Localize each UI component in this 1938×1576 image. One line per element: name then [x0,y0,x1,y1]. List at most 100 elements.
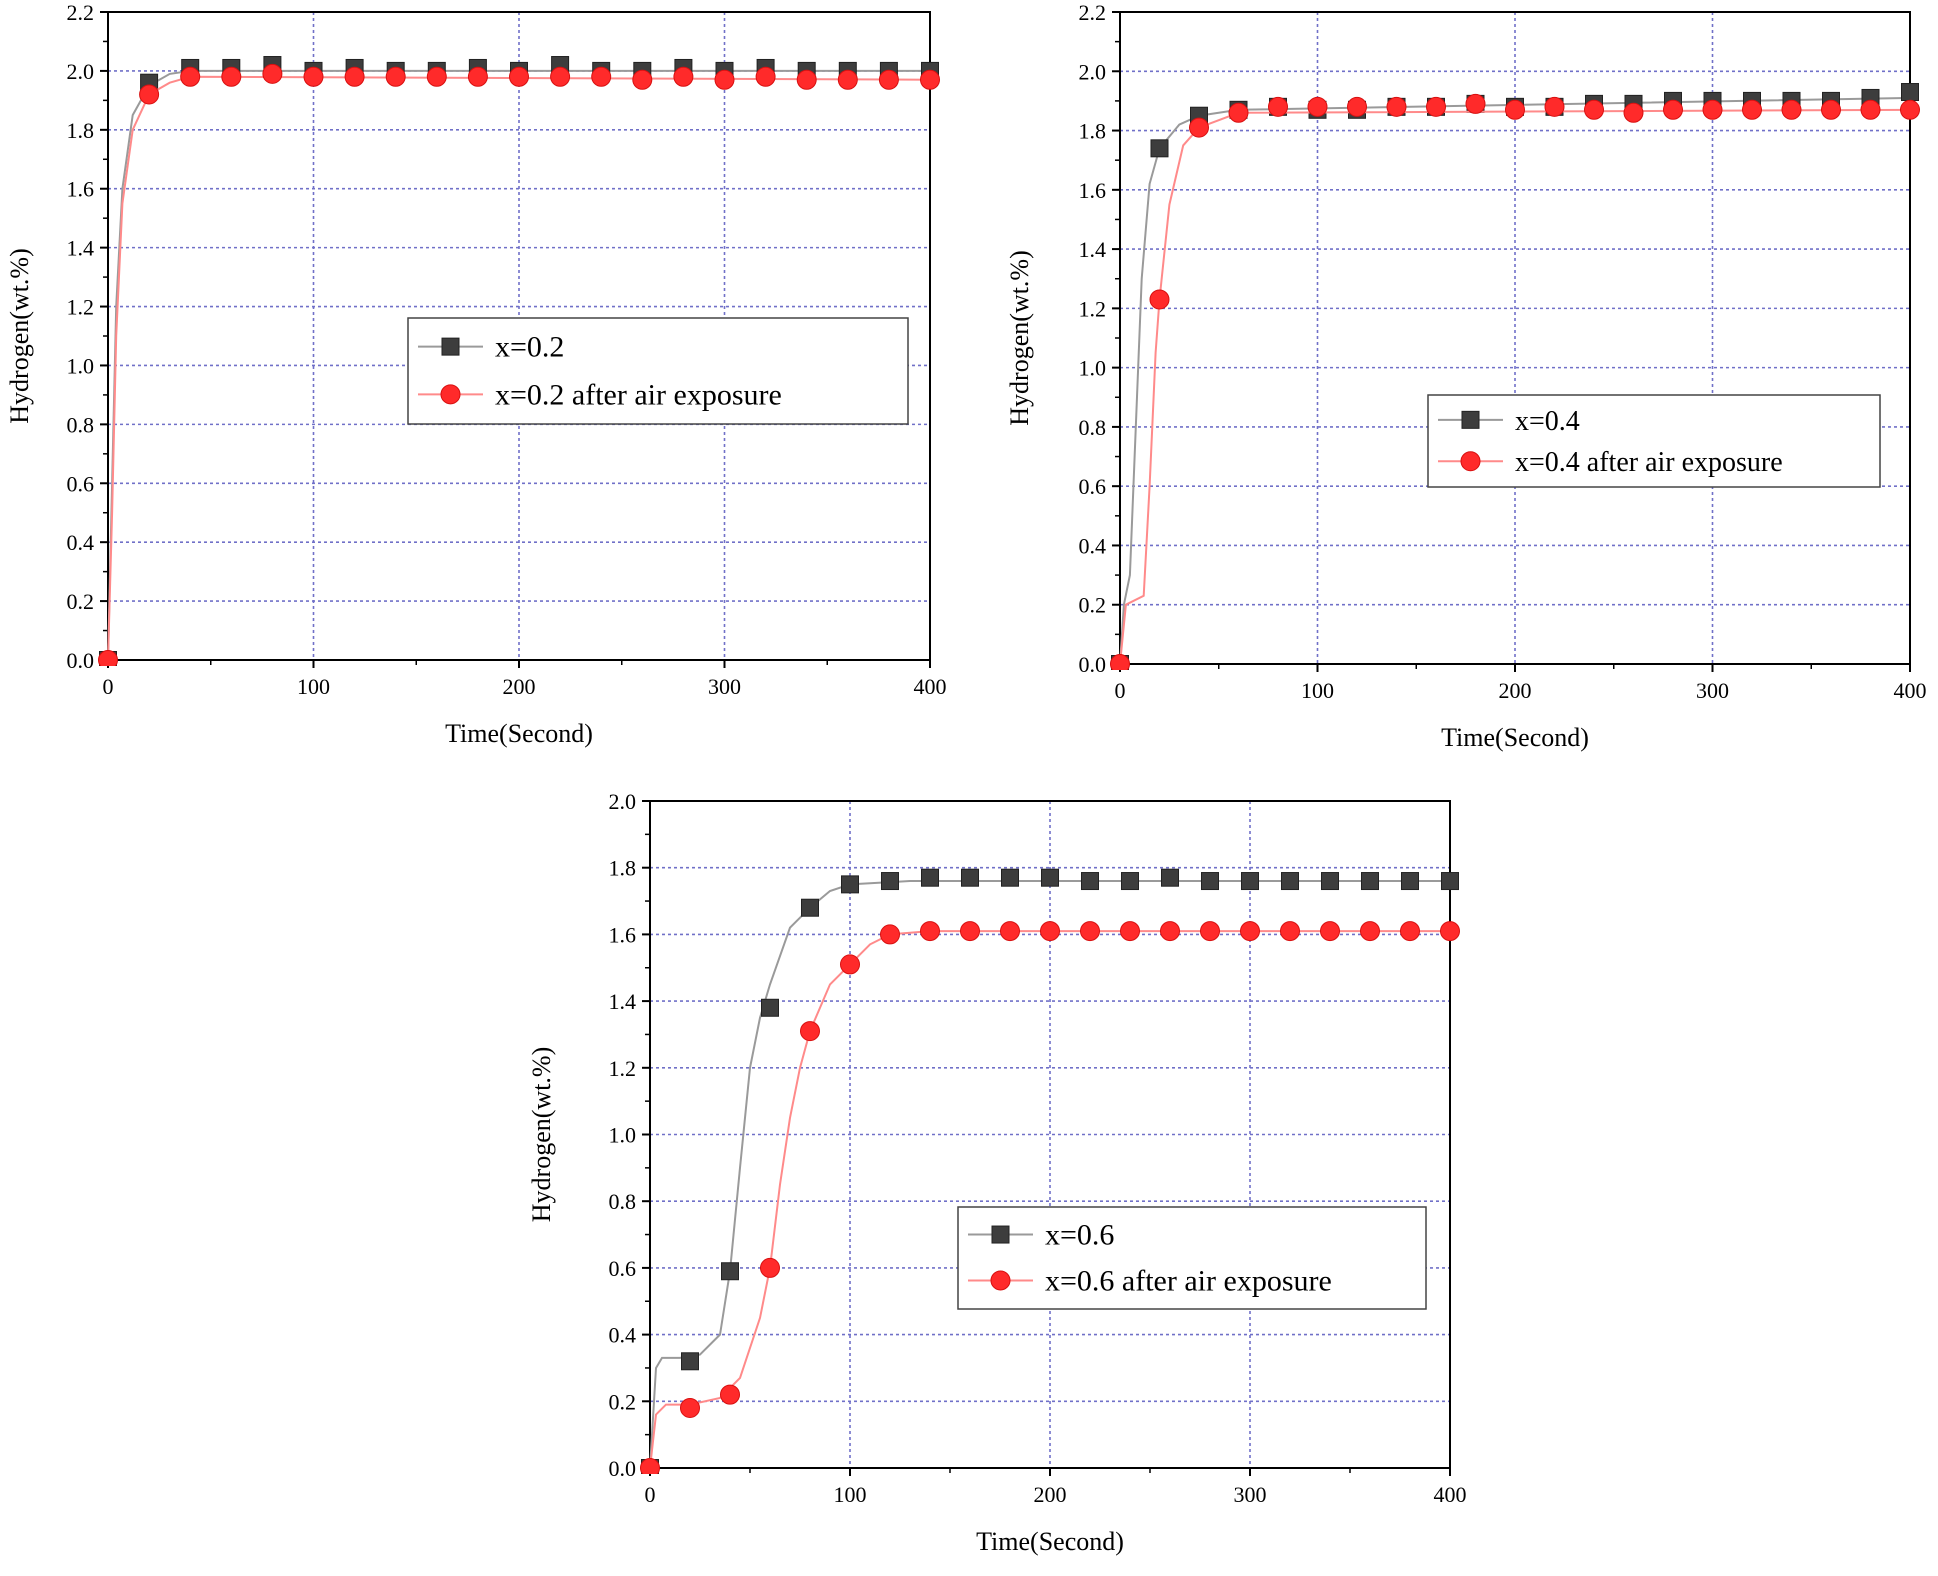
y-tick-label: 1.6 [1079,178,1107,203]
y-tick-label: 0.0 [609,1456,637,1481]
x-axis-title: Time(Second) [1441,723,1589,752]
data-point-circle [680,1397,700,1418]
data-point-circle [920,69,940,90]
legend-label: x=0.4 after air exposure [1515,447,1783,478]
data-point-square [1121,872,1139,891]
y-axis-title: Hydrogen(wt.%) [5,248,34,423]
y-tick-label: 1.4 [609,989,637,1014]
data-point-circle [1040,921,1060,942]
data-point-square [1281,872,1299,891]
y-tick-label: 1.6 [609,922,637,947]
data-point-circle [1440,921,1460,942]
data-point-circle [1110,654,1130,670]
y-tick-label: 0.2 [1079,593,1107,618]
data-point-circle [840,954,860,975]
y-tick-label: 0.6 [1079,474,1107,499]
data-point-circle [880,924,900,945]
data-point-square [1241,872,1259,891]
data-point-circle [385,66,406,87]
legend-label: x=0.2 [495,331,564,364]
series-line-0 [1119,96,1911,665]
data-point-circle [796,69,817,90]
data-point-circle [591,66,612,87]
data-point-circle [467,66,488,87]
data-point-circle [509,66,529,87]
data-point-circle [1544,96,1565,117]
x-axis: 0 100 200 300 400 [103,660,947,699]
data-point-circle [98,650,118,666]
x-tick-label: 300 [1234,1482,1267,1507]
chart-panel-x06: 0 100 200 300 400 0.0 0.2 0.4 0.6 0.8 1.0 1.2 1.4 1.6… [527,789,1467,1556]
y-axis: 0.0 0.2 0.4 0.6 0.8 1.0 1.2 1.4 1.6 1.8 2.0 2.2 [67,0,108,673]
data-point-circle [180,66,201,87]
data-point-circle [1360,921,1380,942]
series-1 [640,921,1460,1474]
x-axis-title: Time(Second) [445,719,593,748]
data-point-circle [1000,921,1020,942]
data-point-circle [1860,99,1881,120]
y-axis: 0.0 0.2 0.4 0.6 0.8 1.0 1.2 1.4 1.6 1.8 2.0 [609,789,650,1481]
data-point-square [1361,872,1379,891]
x-tick-label: 400 [1894,678,1927,703]
legend: x=0.6 x=0.6 after air exposure [957,1206,1427,1310]
data-point-circle [303,66,324,87]
y-axis: 0.0 0.2 0.4 0.6 0.8 1.0 1.2 1.4 1.6 1.8 2.0 2.2 [1079,0,1120,677]
y-tick-label: 0.0 [1079,652,1107,677]
y-tick-label: 1.0 [67,353,95,378]
legend-box [1427,394,1881,488]
data-point-circle [1200,921,1220,942]
data-point-circle [837,69,858,90]
series-1 [98,63,940,666]
y-tick-label: 0.6 [609,1256,637,1281]
legend-marker-square [991,1225,1010,1244]
data-point-circle [714,69,735,90]
series-1 [1110,93,1920,670]
data-point-square [1081,872,1099,891]
data-point-circle [1400,921,1420,942]
y-tick-label: 1.4 [67,236,95,261]
data-point-circle [344,66,365,87]
data-point-square [1441,872,1459,891]
data-point-square [1041,868,1059,887]
data-point-circle [1584,99,1604,120]
data-point-circle [1347,96,1367,117]
data-point-circle [1663,99,1683,120]
data-point-circle [1742,99,1762,120]
x-tick-label: 400 [1434,1482,1467,1507]
x-tick-label: 100 [1301,678,1334,703]
x-tick-label: 0 [1115,678,1126,703]
chart-panel-x02: 0 100 200 300 400 0.0 0.2 0.4 0.6 0.8 1.0 1.2 1.4 1.6… [5,0,947,748]
grid [650,801,1450,1468]
y-tick-label: 2.2 [1079,0,1107,25]
y-tick-label: 2.0 [67,59,95,84]
y-tick-label: 2.0 [609,789,637,814]
data-point-circle [1307,96,1328,117]
y-tick-label: 0.8 [609,1189,637,1214]
y-tick-label: 1.2 [1079,296,1107,321]
data-point-square [1161,868,1179,887]
data-point-circle [1268,96,1288,117]
x-tick-label: 200 [503,674,536,699]
x-tick-label: 100 [834,1482,867,1507]
data-point-circle [800,1021,820,1042]
x-tick-label: 300 [1696,678,1729,703]
legend-label: x=0.2 after air exposure [495,378,782,411]
x-tick-label: 0 [645,1482,656,1507]
data-point-circle [760,1257,780,1278]
data-point-square [761,998,779,1017]
y-tick-label: 2.2 [67,0,95,25]
chart-panel-x04: 0 100 200 300 400 0.0 0.2 0.4 0.6 0.8 1.0 1.2 1.4 1.6… [1005,0,1927,752]
legend-label: x=0.4 [1515,406,1580,437]
data-point-square [1401,872,1419,891]
y-axis-title: Hydrogen(wt.%) [527,1047,556,1222]
data-point-circle [426,66,447,87]
y-tick-label: 0.2 [609,1389,637,1414]
data-point-circle [1623,102,1644,123]
legend-label: x=0.6 [1045,1219,1114,1252]
data-point-circle [632,69,653,90]
x-axis: 0 100 200 300 400 [645,1468,1467,1507]
y-tick-label: 1.8 [609,856,637,881]
y-tick-label: 0.2 [67,589,95,614]
data-point-square [1201,872,1219,891]
x-tick-label: 200 [1499,678,1532,703]
